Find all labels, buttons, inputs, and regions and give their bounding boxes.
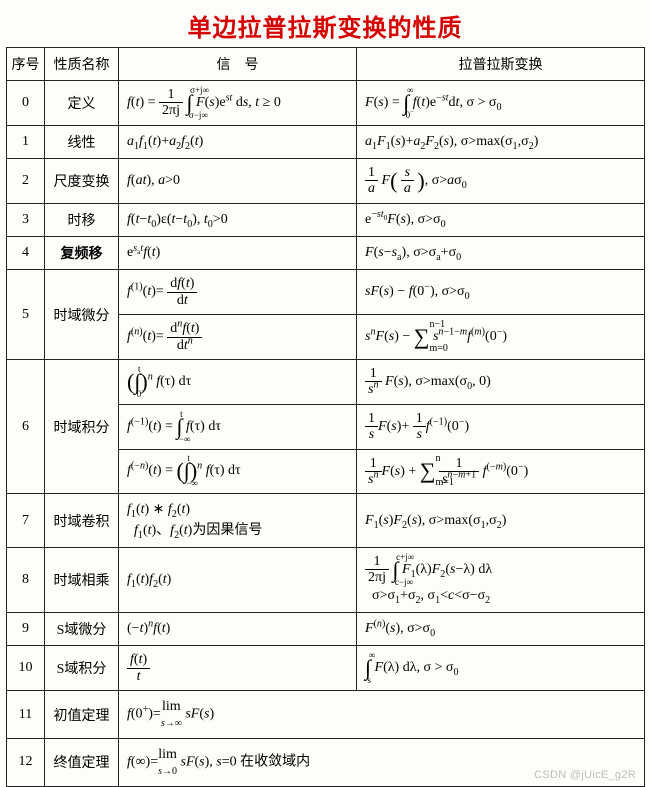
row-transform: F1(s)F2(s), σ>max(σ1,σ2) [357,494,645,548]
row-name: S域积分 [45,646,119,691]
row-index: 11 [7,691,45,739]
row-index: 1 [7,125,45,158]
table-row: 0 定义 f(t) = 12πj ∫σ+j∞σ−j∞ F(s)est ds, t… [7,81,645,126]
row-index: 7 [7,494,45,548]
row-signal: f(−1)(t) = ∫t−∞ f(τ) dτ [119,404,357,449]
table-row: 1 线性 a1f1(t)+a2f2(t) a1F1(s)+a2F2(s), σ>… [7,125,645,158]
row-transform: F(s) = ∫∞0− f(t)e−stdt, σ > σ0 [357,81,645,126]
row-transform: F(n)(s), σ>σ0 [357,613,645,646]
row-name: 时域微分 [45,270,119,360]
table-row: 6 时域积分 (∫t0−)n f(τ) dτ 1sn F(s), σ>max(σ… [7,360,645,405]
header-signal: 信 号 [119,48,357,81]
row-signal: a1f1(t)+a2f2(t) [119,125,357,158]
row-index: 12 [7,738,45,786]
table-row: 2 尺度变换 f(at), a>0 1a F( sa ), σ>aσ0 [7,159,645,204]
row-signal: (−t)nf(t) [119,613,357,646]
page-title: 单边拉普拉斯变换的性质 [0,8,650,43]
row-name: 时域卷积 [45,494,119,548]
header-index: 序号 [7,48,45,81]
header-name: 性质名称 [45,48,119,81]
row-transform: 1sn F(s), σ>max(σ0, 0) [357,360,645,405]
row-signal: f(t) = 12πj ∫σ+j∞σ−j∞ F(s)est ds, t ≥ 0 [119,81,357,126]
row-name: 复频移 [45,237,119,270]
row-name: 时域积分 [45,360,119,494]
row-index: 10 [7,646,45,691]
page: 单边拉普拉斯变换的性质 序号 性质名称 信 号 拉普拉斯变换 0 定义 f(t)… [0,0,650,787]
row-transform: 1sF(s)+ 1sf(−1)(0−) [357,404,645,449]
table-row: 8 时域相乘 f1(t)f2(t) 12πj ∫c+j∞c−j∞ F1(λ)F2… [7,547,645,612]
table-row: 9 S域微分 (−t)nf(t) F(n)(s), σ>σ0 [7,613,645,646]
row-index: 9 [7,613,45,646]
row-signal: f1(t)f2(t) [119,547,357,612]
table-row: 3 时移 f(t−t0)ε(t−t0), t0>0 e−st0F(s), σ>σ… [7,203,645,236]
row-index: 2 [7,159,45,204]
table-row: 4 复频移 esatf(t) F(s−sa), σ>σa+σ0 [7,237,645,270]
row-transform: sF(s) − f(0−), σ>σ0 [357,270,645,315]
row-transform: snF(s) − ∑n−1m=0 sn−1−mf(m)(0−) [357,315,645,360]
row-signal: f(t−t0)ε(t−t0), t0>0 [119,203,357,236]
row-name: 时域相乘 [45,547,119,612]
row-transform: F(s−sa), σ>σa+σ0 [357,237,645,270]
row-signal: f(1)(t)= df(t)dt [119,270,357,315]
header-transform: 拉普拉斯变换 [357,48,645,81]
row-signal: f(n)(t)= dnf(t)dtn [119,315,357,360]
row-index: 4 [7,237,45,270]
row-name: 初值定理 [45,691,119,739]
row-transform: 1a F( sa ), σ>aσ0 [357,159,645,204]
table-header-row: 序号 性质名称 信 号 拉普拉斯变换 [7,48,645,81]
row-signal: f1(t) ∗ f2(t) f1(t)、f2(t)为因果信号 [119,494,357,548]
row-transform: e−st0F(s), σ>σ0 [357,203,645,236]
watermark: CSDN @jUicE_g2R [534,769,636,781]
row-merged: f(0+)=lims→∞ sF(s) [119,691,645,739]
row-transform: 1snF(s) + ∑nm=1 1sn−m+1 f(−m)(0−) [357,449,645,494]
row-transform: a1F1(s)+a2F2(s), σ>max(σ1,σ2) [357,125,645,158]
laplace-properties-table: 序号 性质名称 信 号 拉普拉斯变换 0 定义 f(t) = 12πj ∫σ+j… [6,47,645,787]
row-signal: f(t)t [119,646,357,691]
table-row: 11 初值定理 f(0+)=lims→∞ sF(s) [7,691,645,739]
table-row: 7 时域卷积 f1(t) ∗ f2(t) f1(t)、f2(t)为因果信号 F1… [7,494,645,548]
causal-label: 为因果信号 [192,523,262,538]
row-name: 时移 [45,203,119,236]
row-index: 5 [7,270,45,360]
row-name: 定义 [45,81,119,126]
row-index: 0 [7,81,45,126]
row-signal: f(at), a>0 [119,159,357,204]
row-name: 尺度变换 [45,159,119,204]
row-name: S域微分 [45,613,119,646]
row-transform: ∫∞s F(λ) dλ, σ > σ0 [357,646,645,691]
row-index: 3 [7,203,45,236]
row-signal: (∫t0−)n f(τ) dτ [119,360,357,405]
row-index: 8 [7,547,45,612]
row-index: 6 [7,360,45,494]
row-signal: esatf(t) [119,237,357,270]
row-transform: 12πj ∫c+j∞c−j∞ F1(λ)F2(s−λ) dλ σ>σ1+σ2, … [357,547,645,612]
table-row: 5 时域微分 f(1)(t)= df(t)dt sF(s) − f(0−), σ… [7,270,645,315]
table-row: 10 S域积分 f(t)t ∫∞s F(λ) dλ, σ > σ0 [7,646,645,691]
row-name: 终值定理 [45,738,119,786]
row-signal: f(−n)(t) = (∫t−∞)n f(τ) dτ [119,449,357,494]
row-name: 线性 [45,125,119,158]
